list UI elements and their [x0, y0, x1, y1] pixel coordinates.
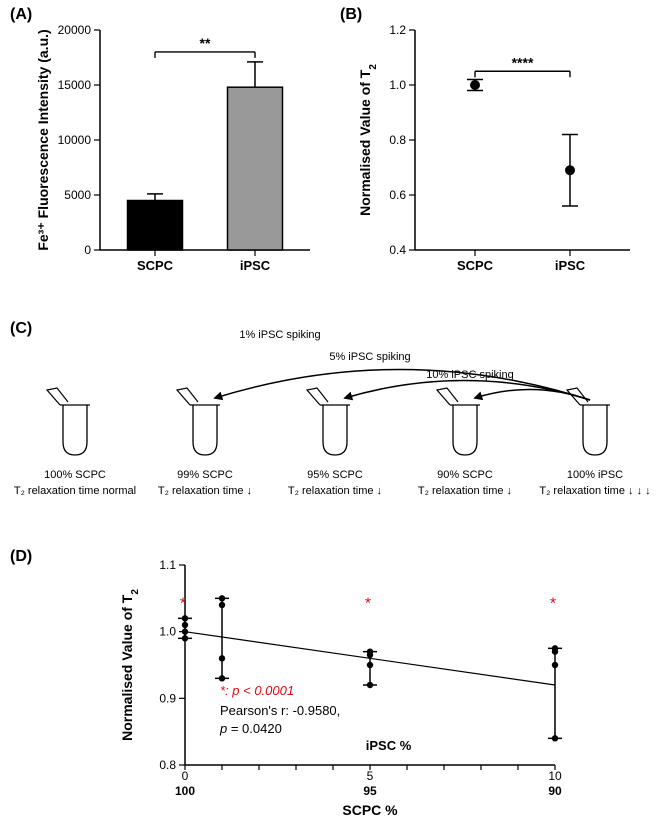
svg-text:1.2: 1.2	[389, 23, 406, 37]
svg-text:0.9: 0.9	[159, 691, 176, 705]
chart-d: 0.8 0.9 1.0 1.1 100 95 90 0 5 10 iPSC % SCPC % * * * *:…	[110, 550, 590, 830]
svg-text:0: 0	[182, 769, 189, 783]
panel-c-diagram: 100% SCPC T₂ relaxation time normal 99% SC…	[10, 320, 650, 540]
svg-text:5% iPSC spiking: 5% iPSC spiking	[329, 351, 410, 363]
svg-text:Fe³⁺ Fluorescence Intensity (a: Fe³⁺ Fluorescence Intensity (a.u.)	[35, 29, 51, 250]
panel-a-label: (A)	[10, 6, 32, 24]
figure-root: (A) (B) (C) (D) 05000100001500020000SCPC…	[0, 0, 660, 834]
svg-text:iPSC %: iPSC %	[366, 738, 412, 753]
svg-text:SCPC: SCPC	[137, 258, 174, 273]
svg-text:*: p < 0.0001: *: p < 0.0001	[220, 683, 294, 698]
svg-text:0.6: 0.6	[389, 188, 406, 202]
svg-text:****: ****	[512, 54, 534, 70]
svg-text:1% iPSC spiking: 1% iPSC spiking	[239, 329, 320, 341]
chart-b: 0.4 0.6 0.8 1.0 1.2 SCPC iPSC **** Normalised Va…	[350, 10, 650, 290]
svg-text:SCPC: SCPC	[457, 258, 494, 273]
svg-text:*: *	[180, 595, 186, 612]
svg-text:20000: 20000	[58, 23, 92, 37]
svg-text:iPSC: iPSC	[555, 258, 586, 273]
panel-d-label: (D)	[10, 548, 32, 566]
svg-text:T₂ relaxation time ↓: T₂ relaxation time ↓	[158, 485, 252, 497]
svg-text:**: **	[200, 35, 211, 51]
svg-text:95: 95	[363, 784, 377, 798]
svg-text:T₂ relaxation time ↓ ↓ ↓: T₂ relaxation time ↓ ↓ ↓	[539, 485, 650, 497]
svg-text:5: 5	[367, 769, 374, 783]
svg-text:iPSC: iPSC	[240, 258, 271, 273]
svg-text:90: 90	[548, 784, 562, 798]
svg-text:Pearson's r: -0.9580,: Pearson's r: -0.9580,	[220, 703, 340, 718]
svg-text:5000: 5000	[64, 188, 91, 202]
svg-text:1.0: 1.0	[389, 78, 406, 92]
svg-text:Normalised Value of T2: Normalised Value of T2	[357, 64, 379, 216]
svg-text:10: 10	[548, 769, 562, 783]
svg-text:95% SCPC: 95% SCPC	[307, 469, 363, 481]
svg-text:10000: 10000	[58, 133, 92, 147]
svg-text:*: *	[365, 595, 371, 612]
svg-text:99% SCPC: 99% SCPC	[177, 469, 233, 481]
svg-text:0.4: 0.4	[389, 243, 406, 257]
svg-text:0: 0	[84, 243, 91, 257]
svg-text:SCPC %: SCPC %	[342, 802, 398, 818]
svg-text:0.8: 0.8	[159, 758, 176, 772]
svg-text:T₂ relaxation time normal: T₂ relaxation time normal	[14, 485, 136, 497]
svg-text:p = 0.0420: p = 0.0420	[219, 721, 282, 736]
svg-text:100: 100	[175, 784, 195, 798]
svg-text:1.1: 1.1	[159, 558, 176, 572]
svg-text:100% SCPC: 100% SCPC	[44, 469, 106, 481]
svg-text:10% iPSC spiking: 10% iPSC spiking	[426, 369, 513, 381]
svg-text:*: *	[550, 595, 556, 612]
svg-text:100% iPSC: 100% iPSC	[567, 469, 623, 481]
svg-text:T₂ relaxation time ↓: T₂ relaxation time ↓	[288, 485, 382, 497]
svg-text:T₂ relaxation time ↓: T₂ relaxation time ↓	[418, 485, 512, 497]
svg-text:1.0: 1.0	[159, 625, 176, 639]
svg-text:Normalised Value of T2: Normalised Value of T2	[119, 589, 141, 741]
chart-a: 0 5000 10000 15000 20000 SCPC iPSC ** Fe³⁺ Fluor…	[30, 10, 330, 290]
svg-text:0.8: 0.8	[389, 133, 406, 147]
svg-text:15000: 15000	[58, 78, 92, 92]
svg-text:90% SCPC: 90% SCPC	[437, 469, 493, 481]
